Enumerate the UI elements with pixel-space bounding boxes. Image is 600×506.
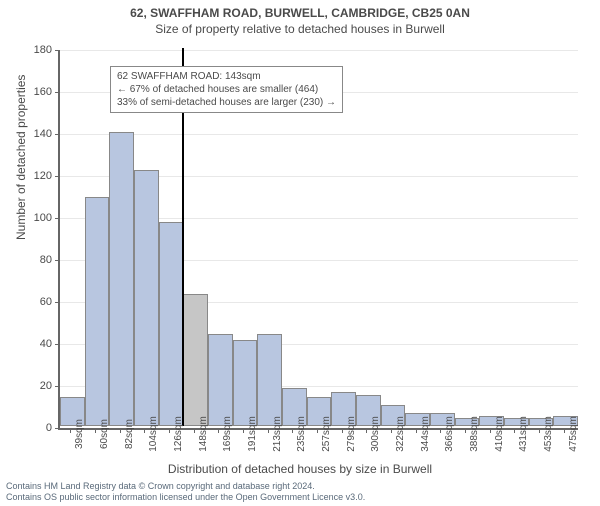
y-tick-label: 40 — [22, 338, 52, 350]
x-tick-mark — [514, 428, 515, 433]
annotation-box: 62 SWAFFHAM ROAD: 143sqm ← 67% of detach… — [110, 66, 343, 113]
grid-line — [60, 134, 578, 135]
x-tick-mark — [317, 428, 318, 433]
x-tick-label: 322sqm — [395, 416, 406, 452]
y-tick-label: 140 — [22, 128, 52, 140]
histogram-bar — [208, 334, 233, 426]
y-tick-label: 60 — [22, 296, 52, 308]
histogram-bar — [257, 334, 282, 426]
y-tick-label: 20 — [22, 380, 52, 392]
x-tick-mark — [70, 428, 71, 433]
y-tick-label: 160 — [22, 86, 52, 98]
x-tick-label: 235sqm — [296, 416, 307, 452]
histogram-bar — [183, 294, 208, 426]
x-tick-mark — [564, 428, 565, 433]
annotation-line2: ← 67% of detached houses are smaller (46… — [117, 83, 336, 96]
y-tick-label: 0 — [22, 422, 52, 434]
y-tick-label: 80 — [22, 254, 52, 266]
y-tick-mark — [55, 428, 60, 429]
x-tick-label: 213sqm — [272, 416, 283, 452]
x-tick-label: 60sqm — [99, 419, 110, 449]
x-tick-label: 431sqm — [518, 416, 529, 452]
x-tick-mark — [120, 428, 121, 433]
x-tick-mark — [268, 428, 269, 433]
x-tick-label: 257sqm — [321, 416, 332, 452]
grid-line — [60, 50, 578, 51]
x-tick-label: 344sqm — [420, 416, 431, 452]
x-tick-label: 39sqm — [74, 419, 85, 449]
x-tick-label: 388sqm — [469, 416, 480, 452]
x-tick-mark — [366, 428, 367, 433]
footer-line1: Contains HM Land Registry data © Crown c… — [6, 481, 365, 492]
title-main: 62, SWAFFHAM ROAD, BURWELL, CAMBRIDGE, C… — [0, 6, 600, 20]
x-tick-label: 191sqm — [247, 416, 258, 452]
x-tick-label: 104sqm — [148, 416, 159, 452]
x-tick-mark — [169, 428, 170, 433]
x-tick-label: 279sqm — [346, 416, 357, 452]
y-tick-label: 100 — [22, 212, 52, 224]
x-tick-mark — [416, 428, 417, 433]
x-tick-label: 169sqm — [222, 416, 233, 452]
histogram-bar — [159, 222, 184, 426]
x-tick-mark — [440, 428, 441, 433]
histogram-bar — [134, 170, 159, 426]
x-tick-mark — [144, 428, 145, 433]
x-tick-label: 126sqm — [173, 416, 184, 452]
histogram-bar — [85, 197, 110, 426]
x-tick-mark — [194, 428, 195, 433]
x-tick-mark — [342, 428, 343, 433]
x-tick-mark — [465, 428, 466, 433]
x-tick-mark — [218, 428, 219, 433]
y-tick-label: 180 — [22, 44, 52, 56]
footer-line2: Contains OS public sector information li… — [6, 492, 365, 503]
title-sub: Size of property relative to detached ho… — [0, 22, 600, 36]
y-tick-label: 120 — [22, 170, 52, 182]
chart-area: 62 SWAFFHAM ROAD: 143sqm ← 67% of detach… — [58, 50, 578, 430]
histogram-bar — [109, 132, 134, 426]
x-tick-label: 366sqm — [444, 416, 455, 452]
x-tick-mark — [539, 428, 540, 433]
x-tick-label: 148sqm — [198, 416, 209, 452]
x-axis-label: Distribution of detached houses by size … — [0, 462, 600, 476]
x-tick-mark — [292, 428, 293, 433]
x-tick-mark — [243, 428, 244, 433]
histogram-bar — [233, 340, 258, 426]
x-tick-mark — [95, 428, 96, 433]
x-tick-label: 410sqm — [494, 416, 505, 452]
annotation-line3: 33% of semi-detached houses are larger (… — [117, 96, 336, 109]
x-tick-mark — [391, 428, 392, 433]
annotation-line1: 62 SWAFFHAM ROAD: 143sqm — [117, 70, 336, 83]
x-tick-mark — [490, 428, 491, 433]
x-tick-label: 82sqm — [124, 419, 135, 449]
x-tick-label: 453sqm — [543, 416, 554, 452]
x-tick-label: 300sqm — [370, 416, 381, 452]
x-tick-label: 475sqm — [568, 416, 579, 452]
